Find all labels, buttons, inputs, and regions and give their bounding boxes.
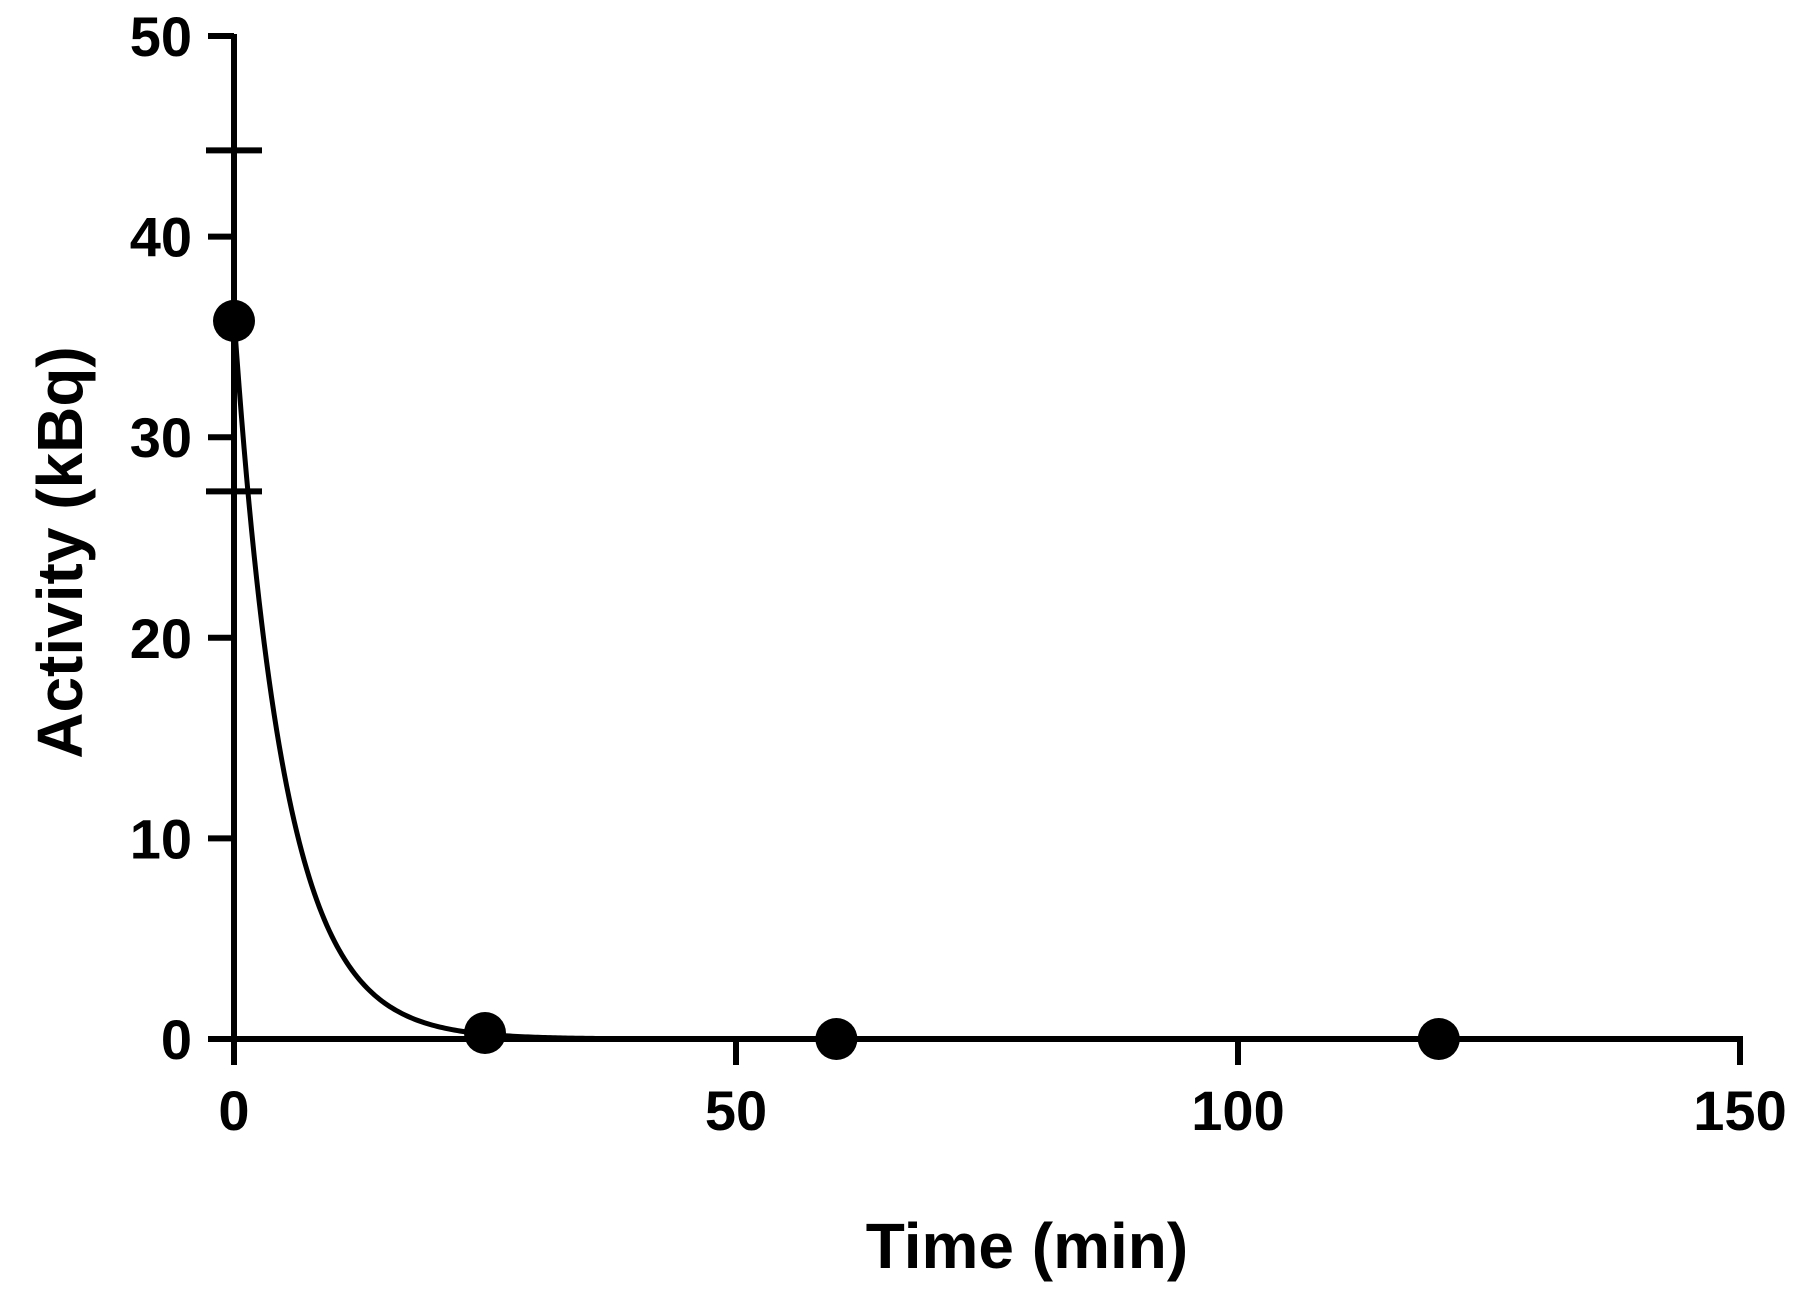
x-tick-label: 0: [218, 1079, 249, 1142]
y-tick-label: 0: [161, 1008, 192, 1071]
y-tick-label: 50: [130, 5, 192, 68]
data-point: [1417, 1018, 1460, 1060]
data-point: [213, 299, 255, 342]
y-ticks: 0 10 20 30 40 50: [130, 5, 234, 1071]
data-points: [213, 299, 1460, 1060]
x-tick-label: 150: [1693, 1079, 1786, 1142]
y-tick-label: 30: [130, 406, 192, 469]
y-axis-title: Activity (kBq): [24, 346, 96, 759]
x-tick-label: 100: [1191, 1079, 1284, 1142]
x-ticks: 0 50 100 150: [218, 1039, 1787, 1142]
x-axis-title: Time (min): [866, 1210, 1188, 1282]
data-point: [464, 1011, 506, 1054]
fit-curve: [231, 316, 1740, 1042]
y-tick-label: 40: [130, 206, 192, 269]
x-tick-label: 50: [705, 1079, 767, 1142]
y-tick-label: 10: [130, 807, 192, 870]
data-point: [815, 1018, 858, 1060]
y-tick-label: 20: [130, 607, 192, 670]
axes: 0 10 20 30 40 50 0 50 100 150: [130, 5, 1787, 1142]
plot-area: [206, 147, 1740, 1060]
